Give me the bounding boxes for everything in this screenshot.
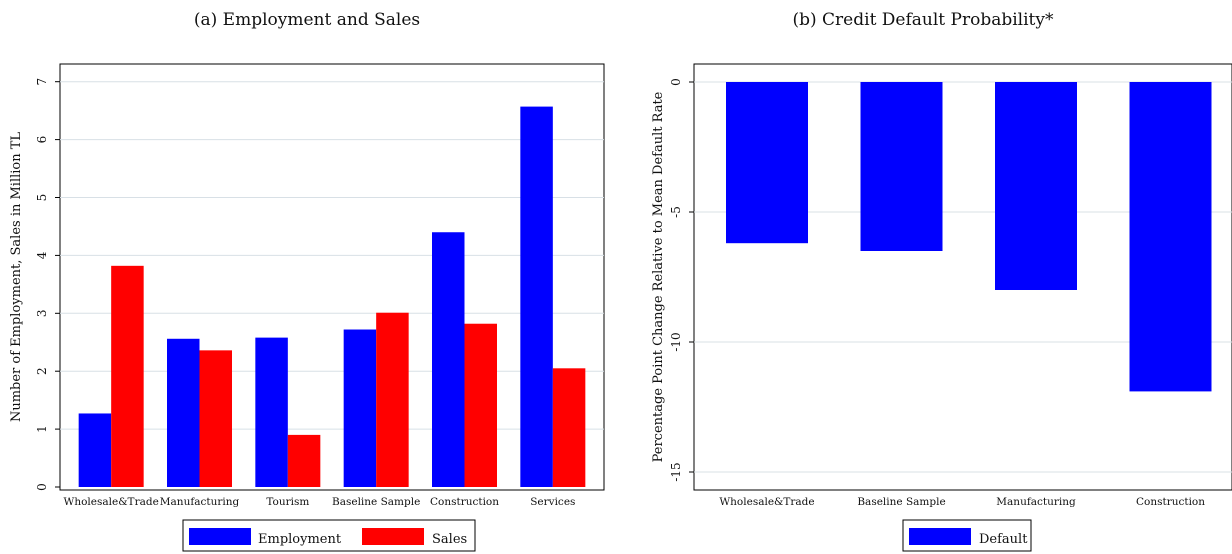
bar-sales-3: [376, 312, 409, 487]
legend-swatch-default: [909, 528, 971, 545]
panel-b-y-tick-label: 0: [669, 78, 683, 86]
legend-swatch-sales: [362, 528, 424, 545]
panel-a-y-tick-label: 4: [35, 251, 49, 259]
panel-b-category-label: Construction: [1136, 496, 1205, 508]
legend-label-sales: Sales: [432, 532, 467, 547]
bar-employment-2: [255, 337, 288, 487]
panel-a-category-label: Wholesale&Trade: [64, 496, 159, 508]
panel-a: (a) Employment and Sales 0 1 2 3 4 5 6 7 Wholes…: [9, 10, 605, 552]
bar-default-1: [860, 82, 943, 251]
bar-default-2: [995, 82, 1077, 290]
legend-label-employment: Employment: [258, 532, 342, 547]
panel-b-category-labels: Wholesale&Trade Baseline Sample Manufactur…: [719, 496, 1205, 508]
panel-a-category-labels: Wholesale&Trade Manufacturing Tourism Basel…: [64, 496, 576, 508]
panel-b-title: (b) Credit Default Probability*: [793, 10, 1054, 30]
bar-sales-1: [199, 350, 232, 487]
panel-a-legend: Employment Sales: [182, 519, 476, 552]
panel-a-bars: [78, 106, 586, 488]
panel-a-y-axis-label: Number of Employment, Sales in Million T…: [9, 132, 24, 422]
bar-sales-4: [464, 323, 497, 487]
panel-a-y-tick-label: 0: [35, 483, 49, 491]
panel-b-bars: [726, 82, 1212, 392]
panel-a-category-label: Services: [530, 496, 575, 508]
panel-a-y-tick-label: 3: [35, 309, 49, 317]
bar-employment-5: [520, 106, 553, 488]
bar-employment-1: [167, 338, 200, 487]
bar-employment-0: [78, 413, 112, 487]
panel-a-title: (a) Employment and Sales: [194, 10, 420, 30]
panel-a-y-tick-label: 1: [35, 425, 49, 433]
bar-sales-5: [552, 368, 586, 487]
panel-b-y-tick-label: -5: [669, 206, 683, 218]
panel-b-y-tick-label: -15: [669, 462, 683, 481]
legend-swatch-employment: [189, 528, 251, 545]
bar-sales-2: [287, 434, 321, 487]
panel-a-plot-frame: [59, 63, 605, 491]
panel-a-category-label: Manufacturing: [160, 496, 240, 508]
panel-b-category-label: Manufacturing: [996, 496, 1076, 508]
panel-a-y-tick-label: 6: [35, 136, 49, 144]
panel-a-y-tick-label: 7: [35, 78, 49, 86]
bar-employment-3: [343, 329, 377, 487]
panel-b-y-tick-label: -10: [669, 332, 683, 351]
panel-b: (b) Credit Default Probability* 0 -5 -10 -1…: [651, 10, 1232, 552]
panel-a-y-tick-label: 5: [35, 194, 49, 202]
panel-a-category-label: Tourism: [266, 496, 309, 508]
legend-label-default: Default: [979, 532, 1028, 547]
panel-b-y-axis-label: Percentage Point Change Relative to Mean…: [651, 91, 666, 462]
bar-employment-4: [432, 232, 465, 487]
panel-b-category-label: Baseline Sample: [857, 496, 945, 508]
panel-a-category-label: Baseline Sample: [332, 496, 420, 508]
panel-a-gridlines: [60, 81, 604, 430]
bar-default-0: [726, 82, 808, 244]
bar-sales-0: [111, 265, 144, 487]
panel-a-y-ticks: 0 1 2 3 4 5 6 7: [35, 78, 60, 491]
panel-b-category-label: Wholesale&Trade: [719, 496, 814, 508]
bar-default-3: [1129, 82, 1212, 392]
panel-a-category-label: Construction: [430, 496, 499, 508]
panel-a-y-tick-label: 2: [35, 367, 49, 375]
panel-b-y-ticks: 0 -5 -10 -15: [669, 78, 694, 482]
panel-b-legend: Default: [902, 519, 1032, 552]
